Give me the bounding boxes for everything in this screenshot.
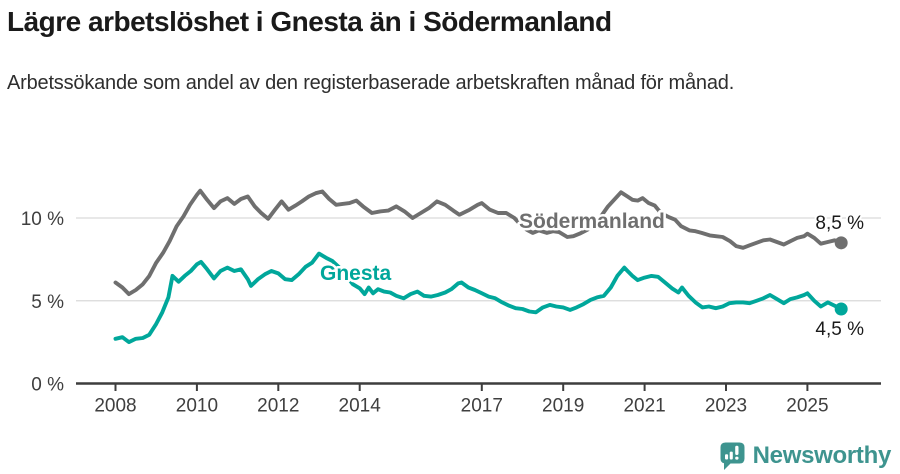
gridlines (76, 217, 881, 302)
newsworthy-logo: Newsworthy (719, 441, 891, 471)
newsworthy-logo-icon (720, 442, 745, 470)
series-label-södermanland: Södermanland (519, 210, 665, 233)
series-line-södermanland (113, 188, 844, 297)
page-subtitle: Arbetssökande som andel av den registerb… (7, 72, 735, 94)
x-axis (76, 382, 881, 391)
x-tick-label: 2008 (94, 396, 136, 417)
series-end-dot-södermanland (834, 236, 848, 250)
x-tick-label: 2021 (623, 396, 665, 417)
x-tick-label: 2012 (257, 396, 299, 417)
x-tick-label: 2017 (461, 396, 503, 417)
page-title: Lägre arbetslöshet i Gnesta än i Söderma… (7, 6, 612, 37)
newsworthy-brand-text: Newsworthy (752, 442, 892, 469)
series-label-gnesta: Gnesta (320, 262, 392, 285)
series-end-dot-gnesta (834, 302, 848, 316)
y-tick-label: 10 % (21, 209, 64, 230)
y-tick-label: 5 % (31, 292, 64, 313)
series-lines (113, 188, 848, 345)
end-value-label-gnesta: 4,5 % (815, 319, 864, 340)
chart-labels: 0 % 5 % 10 % 2008 2010 2012 2014 2017 2019 2021 20… (21, 208, 866, 417)
x-tick-label: 2014 (339, 396, 382, 417)
x-tick-label: 2023 (705, 396, 747, 417)
x-tick-label: 2025 (786, 396, 828, 417)
y-tick-label: 0 % (31, 375, 64, 396)
x-tick-label: 2010 (176, 396, 218, 417)
series-line-gnesta (113, 251, 844, 345)
end-value-label-södermanland: 8,5 % (815, 213, 864, 234)
x-tick-label: 2019 (542, 396, 584, 417)
